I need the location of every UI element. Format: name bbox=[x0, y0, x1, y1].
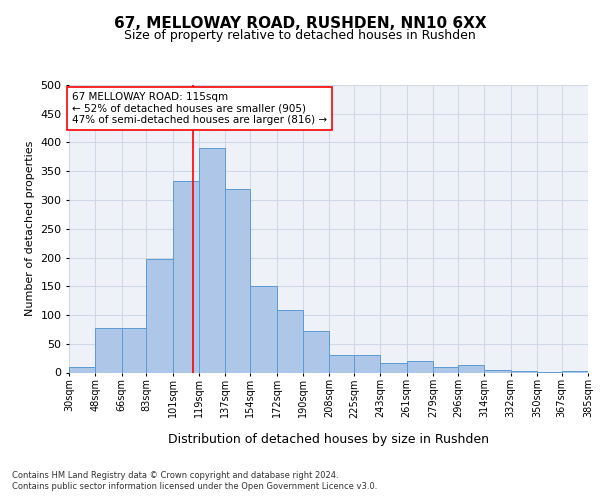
Bar bbox=[407, 361, 433, 372]
Text: Contains HM Land Registry data © Crown copyright and database right 2024.: Contains HM Land Registry data © Crown c… bbox=[12, 471, 338, 480]
Bar bbox=[226, 189, 250, 372]
Text: 67, MELLOWAY ROAD, RUSHDEN, NN10 6XX: 67, MELLOWAY ROAD, RUSHDEN, NN10 6XX bbox=[113, 16, 487, 31]
Bar bbox=[122, 328, 146, 372]
Bar bbox=[433, 367, 458, 372]
Bar bbox=[458, 365, 484, 372]
Text: Size of property relative to detached houses in Rushden: Size of property relative to detached ho… bbox=[124, 29, 476, 42]
Bar bbox=[511, 371, 537, 372]
Bar bbox=[146, 258, 173, 372]
Bar bbox=[484, 370, 511, 372]
Bar bbox=[303, 330, 329, 372]
Y-axis label: Number of detached properties: Number of detached properties bbox=[25, 141, 35, 316]
Text: Distribution of detached houses by size in Rushden: Distribution of detached houses by size … bbox=[168, 432, 490, 446]
Text: Contains public sector information licensed under the Open Government Licence v3: Contains public sector information licen… bbox=[12, 482, 377, 491]
Bar bbox=[250, 286, 277, 372]
Bar bbox=[199, 148, 226, 372]
Bar bbox=[562, 371, 588, 372]
Bar bbox=[95, 328, 122, 372]
Bar bbox=[380, 364, 407, 372]
Bar bbox=[173, 181, 199, 372]
Bar bbox=[69, 368, 95, 372]
Text: 67 MELLOWAY ROAD: 115sqm
← 52% of detached houses are smaller (905)
47% of semi-: 67 MELLOWAY ROAD: 115sqm ← 52% of detach… bbox=[72, 92, 327, 125]
Bar bbox=[277, 310, 303, 372]
Bar bbox=[354, 355, 380, 372]
Bar bbox=[329, 355, 354, 372]
